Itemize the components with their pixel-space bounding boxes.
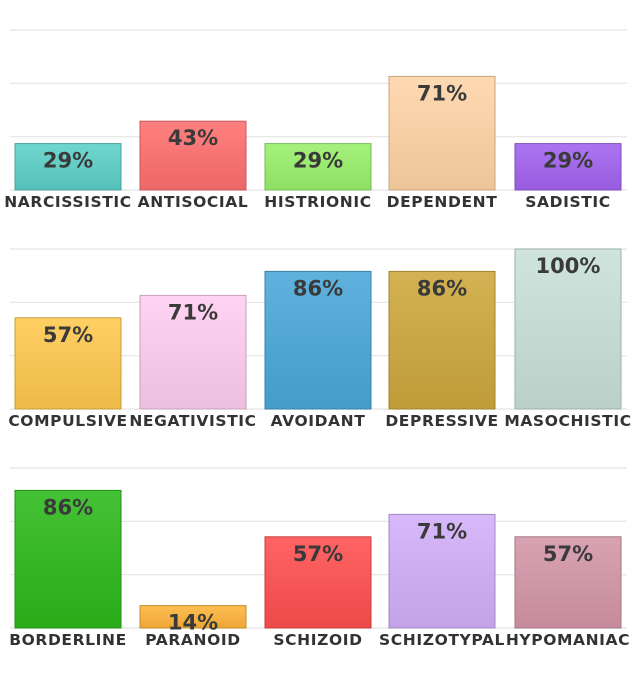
bar-schizoid: [264, 536, 372, 629]
bar-paranoid: [139, 605, 247, 629]
category-label-sadistic: SADISTIC: [525, 193, 610, 211]
category-label-schizotypal: SCHIZOTYPAL: [379, 631, 505, 649]
bar-value-avoidant: 86%: [293, 276, 343, 300]
bar-negativistic: [139, 294, 247, 410]
bar-histrionic: [264, 143, 372, 191]
bar-borderline: [14, 489, 122, 629]
bar-hypomaniac: [514, 536, 622, 629]
chart-panel-2: 57% COMPULSIVE 71% NEGATIVISTIC 86% AVOIDANT 8…: [8, 248, 631, 430]
category-label-paranoid: PARANOID: [145, 631, 240, 649]
category-label-masochistic: MASOCHISTIC: [504, 412, 631, 430]
bar-depressive: [388, 270, 496, 410]
category-label-histrionic: HISTRIONIC: [264, 193, 371, 211]
category-label-negativistic: NEGATIVISTIC: [129, 412, 256, 430]
bar-avoidant: [264, 270, 372, 410]
category-label-borderline: BORDERLINE: [9, 631, 127, 649]
bar-value-narcissistic: 29%: [43, 149, 93, 173]
category-label-compulsive: COMPULSIVE: [8, 412, 127, 430]
category-label-antisocial: ANTISOCIAL: [138, 193, 249, 211]
category-label-dependent: DEPENDENT: [387, 193, 498, 211]
bar-value-histrionic: 29%: [293, 149, 343, 173]
chart-panel-1: 29% NARCISSISTIC 43% ANTISOCIAL 29% HISTRIONI…: [4, 29, 627, 211]
bar-value-depressive: 86%: [417, 276, 467, 300]
bar-value-borderline: 86%: [43, 495, 93, 519]
bar-dependent: [388, 75, 496, 191]
bar-schizotypal: [388, 513, 496, 629]
bar-antisocial: [139, 120, 247, 191]
category-label-hypomaniac: HYPOMANIAC: [506, 631, 630, 649]
bar-value-paranoid: 14%: [168, 611, 218, 635]
bar-value-sadistic: 29%: [543, 149, 593, 173]
category-label-schizoid: SCHIZOID: [273, 631, 362, 649]
bar-compulsive: [14, 317, 122, 410]
bar-value-dependent: 71%: [417, 81, 467, 105]
bar-sadistic: [514, 143, 622, 191]
bar-masochistic: [514, 248, 622, 410]
bar-value-hypomaniac: 57%: [543, 542, 593, 566]
category-label-narcissistic: NARCISSISTIC: [4, 193, 132, 211]
category-label-avoidant: AVOIDANT: [271, 412, 366, 430]
bar-value-schizotypal: 71%: [417, 519, 467, 543]
bar-value-antisocial: 43%: [168, 126, 218, 150]
bar-value-masochistic: 100%: [536, 254, 601, 278]
category-label-depressive: DEPRESSIVE: [385, 412, 498, 430]
bar-narcissistic: [14, 143, 122, 191]
chart-panel-3: 86% BORDERLINE 14%PARANOID 57% SCHIZOID 71% SC…: [9, 467, 630, 649]
bar-value-compulsive: 57%: [43, 323, 93, 347]
bar-value-negativistic: 71%: [168, 300, 218, 324]
bar-value-schizoid: 57%: [293, 542, 343, 566]
